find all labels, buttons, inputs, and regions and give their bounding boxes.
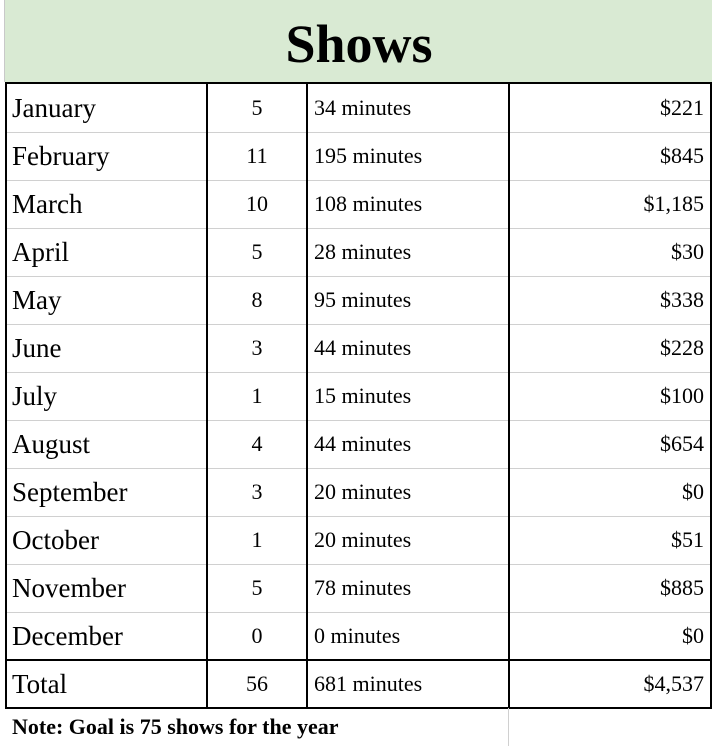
month-cell[interactable]: June bbox=[12, 332, 62, 363]
minutes-cell[interactable]: 0 minutes bbox=[314, 623, 401, 648]
minutes-cell[interactable]: 681 minutes bbox=[314, 671, 423, 696]
month-cell[interactable]: November bbox=[12, 572, 126, 603]
month-cell[interactable]: April bbox=[12, 236, 69, 267]
month-cell[interactable]: July bbox=[12, 380, 58, 411]
minutes-cell[interactable]: 78 minutes bbox=[314, 575, 412, 600]
minutes-cell[interactable]: 28 minutes bbox=[314, 239, 412, 264]
amount-cell[interactable]: $4,537 bbox=[643, 671, 705, 696]
row-gridline bbox=[6, 324, 712, 325]
row-gridline bbox=[6, 420, 712, 421]
left-border bbox=[5, 82, 7, 709]
row-gridline bbox=[6, 228, 712, 229]
amount-cell[interactable]: $30 bbox=[671, 239, 704, 264]
shows-count-cell[interactable]: 3 bbox=[251, 335, 263, 360]
total-separator bbox=[6, 659, 712, 661]
shows-count-cell[interactable]: 0 bbox=[251, 623, 263, 648]
amount-cell[interactable]: $228 bbox=[660, 335, 704, 360]
amount-cell[interactable]: $654 bbox=[660, 431, 704, 456]
column-divider-3 bbox=[508, 82, 510, 709]
amount-cell[interactable]: $100 bbox=[660, 383, 704, 408]
row-gridline bbox=[6, 468, 712, 469]
row-gridline bbox=[6, 372, 712, 373]
amount-cell[interactable]: $885 bbox=[660, 575, 704, 600]
row-gridline bbox=[6, 180, 712, 181]
minutes-cell[interactable]: 15 minutes bbox=[314, 383, 412, 408]
minutes-cell[interactable]: 95 minutes bbox=[314, 287, 412, 312]
month-cell[interactable]: October bbox=[12, 524, 99, 555]
row-gridline bbox=[6, 132, 712, 133]
shows-count-cell[interactable]: 10 bbox=[246, 191, 268, 216]
table-top-border bbox=[6, 82, 712, 84]
column-divider-2 bbox=[306, 82, 308, 709]
title-cell[interactable]: Shows bbox=[4, 0, 712, 82]
shows-count-cell[interactable]: 11 bbox=[246, 143, 268, 168]
amount-cell[interactable]: $221 bbox=[660, 95, 704, 120]
sheet-title: Shows bbox=[285, 14, 433, 74]
note-column-divider bbox=[508, 708, 509, 746]
shows-count-cell[interactable]: 1 bbox=[251, 383, 263, 408]
shows-count-cell[interactable]: 4 bbox=[251, 431, 263, 456]
note-cell[interactable]: Note: Goal is 75 shows for the year bbox=[6, 708, 512, 746]
minutes-cell[interactable]: 44 minutes bbox=[314, 431, 412, 456]
right-border bbox=[710, 82, 712, 709]
amount-cell[interactable]: $51 bbox=[671, 527, 704, 552]
row-gridline bbox=[6, 564, 712, 565]
minutes-cell[interactable]: 20 minutes bbox=[314, 527, 412, 552]
amount-cell[interactable]: $1,185 bbox=[643, 191, 705, 216]
amount-cell[interactable]: $0 bbox=[682, 479, 704, 504]
shows-count-cell[interactable]: 3 bbox=[251, 479, 263, 504]
month-cell[interactable]: February bbox=[12, 140, 110, 171]
minutes-cell[interactable]: 195 minutes bbox=[314, 143, 423, 168]
minutes-cell[interactable]: 44 minutes bbox=[314, 335, 412, 360]
row-gridline bbox=[6, 516, 712, 517]
shows-count-cell[interactable]: 1 bbox=[251, 527, 263, 552]
amount-cell[interactable]: $0 bbox=[682, 623, 704, 648]
shows-count-cell[interactable]: 5 bbox=[251, 95, 263, 120]
month-cell[interactable]: January bbox=[12, 92, 96, 123]
shows-count-cell[interactable]: 8 bbox=[251, 287, 263, 312]
minutes-cell[interactable]: 20 minutes bbox=[314, 479, 412, 504]
minutes-cell[interactable]: 108 minutes bbox=[314, 191, 423, 216]
row-gridline bbox=[6, 276, 712, 277]
amount-cell[interactable]: $338 bbox=[660, 287, 704, 312]
month-cell[interactable]: May bbox=[12, 284, 62, 315]
shows-count-cell[interactable]: 56 bbox=[246, 671, 268, 696]
shows-count-cell[interactable]: 5 bbox=[251, 575, 263, 600]
minutes-cell[interactable]: 34 minutes bbox=[314, 95, 412, 120]
row-gridline bbox=[6, 612, 712, 613]
month-cell[interactable]: September bbox=[12, 476, 128, 507]
note-text: Note: Goal is 75 shows for the year bbox=[12, 714, 339, 739]
column-divider-1 bbox=[206, 82, 208, 709]
table-bottom-border bbox=[6, 707, 712, 709]
month-cell[interactable]: August bbox=[12, 428, 91, 459]
shows-count-cell[interactable]: 5 bbox=[251, 239, 263, 264]
month-cell[interactable]: March bbox=[12, 188, 83, 219]
month-cell[interactable]: Total bbox=[12, 668, 68, 699]
month-cell[interactable]: December bbox=[12, 620, 123, 651]
amount-cell[interactable]: $845 bbox=[660, 143, 704, 168]
